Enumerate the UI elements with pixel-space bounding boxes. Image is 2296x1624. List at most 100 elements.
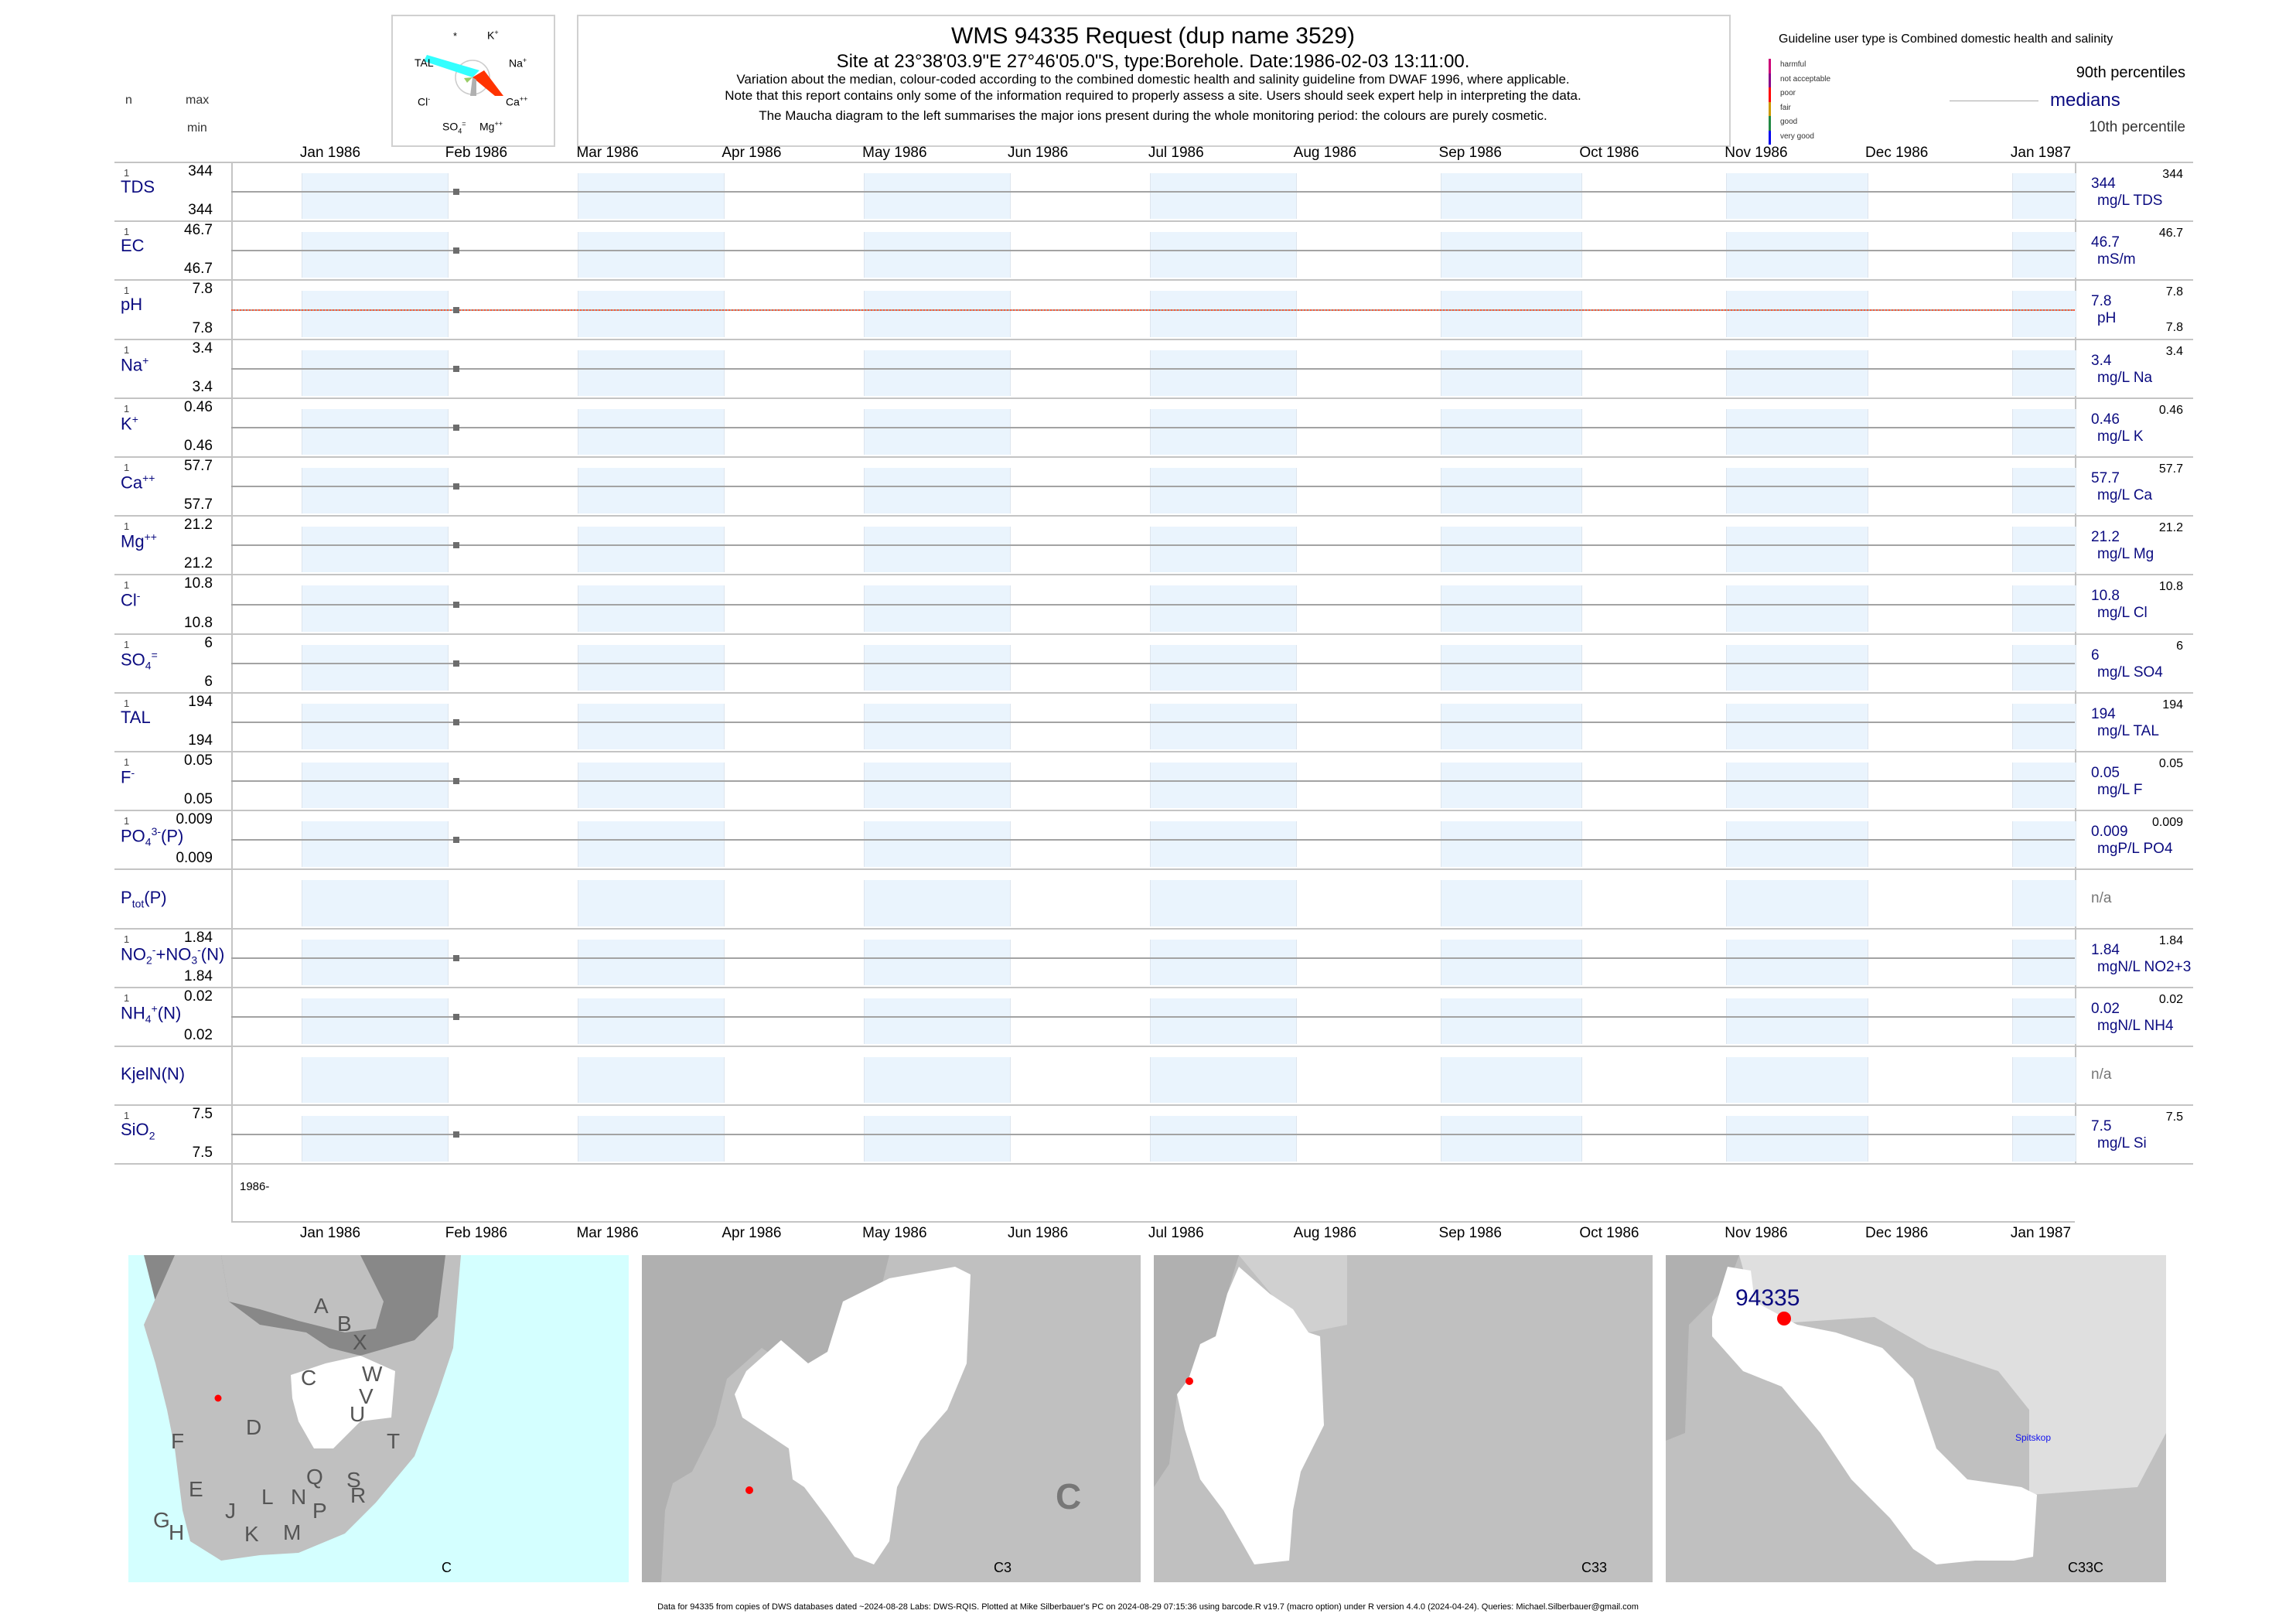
max-value: 46.7 xyxy=(184,222,213,239)
min-value: 7.8 xyxy=(192,319,213,336)
data-point xyxy=(452,424,459,431)
map1-label: C xyxy=(442,1560,452,1575)
month-band xyxy=(1149,585,1297,632)
month-band xyxy=(1726,232,1869,278)
month-band xyxy=(864,350,1011,396)
median-line xyxy=(231,780,2075,783)
data-point xyxy=(452,954,459,961)
maucha-diagram: * K+ TAL Na+ Cl- Ca++ SO4= Mg++ xyxy=(391,15,555,147)
plot-bottom-border xyxy=(231,1221,2075,1223)
parameter-label-part: (P) xyxy=(161,826,184,846)
data-point xyxy=(452,306,459,313)
parameter-label-part: ++ xyxy=(144,531,157,544)
p90-value: 57.7 xyxy=(2158,462,2183,476)
median-line xyxy=(231,603,2075,606)
month-band xyxy=(301,998,449,1044)
max-value: 57.7 xyxy=(184,458,213,474)
unit-label: mg/L Ca xyxy=(2097,487,2153,503)
sample-count: 1 xyxy=(124,579,130,592)
drainage-region-letter: M xyxy=(283,1520,301,1544)
sample-count: 1 xyxy=(124,402,130,415)
map2-label: C3 xyxy=(994,1560,1012,1575)
median-value: 194 xyxy=(2091,705,2116,722)
median-value: 0.05 xyxy=(2091,765,2120,781)
month-band xyxy=(864,527,1011,573)
month-band xyxy=(1440,173,1583,220)
drainage-region-letter: S xyxy=(346,1468,361,1492)
max-value: 7.5 xyxy=(192,1106,213,1123)
drainage-region-letter: D xyxy=(246,1415,261,1439)
median-line xyxy=(231,544,2075,547)
month-band xyxy=(1440,998,1583,1044)
month-band xyxy=(1440,703,1583,749)
parameter-label: NH4+(N) xyxy=(121,1002,181,1025)
month-band xyxy=(301,173,449,220)
parameter-label-part: (N) xyxy=(157,1003,182,1023)
legend-class-label: good xyxy=(1780,118,1798,126)
month-band xyxy=(2011,880,2076,926)
max-value: 344 xyxy=(188,163,213,179)
month-band xyxy=(1440,350,1583,396)
month-band xyxy=(1149,1057,1297,1104)
parameter-label-part: Ca xyxy=(121,473,143,493)
parameter-label-part: pH xyxy=(121,295,143,315)
month-band xyxy=(1726,703,1869,749)
month-band xyxy=(1440,644,1583,691)
row-separator xyxy=(114,397,2193,399)
site-marker xyxy=(214,1394,222,1402)
month-band xyxy=(864,291,1011,337)
month-band xyxy=(2011,703,2076,749)
maucha-so4-sector xyxy=(470,77,476,96)
month-band xyxy=(1149,468,1297,514)
unit-label: mg/L SO4 xyxy=(2097,664,2163,681)
month-band xyxy=(1726,408,1869,455)
parameter-label: TAL xyxy=(121,708,151,728)
median-value: 344 xyxy=(2091,176,2116,192)
sample-count: 1 xyxy=(124,991,130,1004)
parameter-label-part: SiO xyxy=(121,1120,149,1140)
map3-catchment-c33 xyxy=(1177,1267,1324,1564)
month-band xyxy=(1726,468,1869,514)
month-band xyxy=(864,1116,1011,1162)
drainage-region-letter: V xyxy=(359,1384,374,1408)
year-marker: 1986- xyxy=(240,1180,270,1194)
month-band xyxy=(864,585,1011,632)
month-band xyxy=(864,703,1011,749)
parameter-label: Cl- xyxy=(121,589,140,610)
median-line xyxy=(231,662,2075,664)
row-separator xyxy=(114,691,2193,694)
month-band xyxy=(1149,821,1297,868)
month-band xyxy=(1149,939,1297,985)
dam-label: Spitskop xyxy=(2015,1432,2051,1443)
row-separator xyxy=(114,338,2193,340)
month-band xyxy=(1149,703,1297,749)
data-point xyxy=(452,837,459,844)
x-tick-bottom: Nov 1986 xyxy=(1725,1225,1788,1241)
data-point xyxy=(452,247,459,254)
data-point xyxy=(452,1013,459,1020)
parameter-label-part: ++ xyxy=(142,472,155,484)
maucha-tal-sector xyxy=(424,55,479,77)
max-value: 194 xyxy=(188,693,213,710)
unit-label: mgN/L NH4 xyxy=(2097,1017,2174,1034)
map2-catchment-c3 xyxy=(735,1267,971,1564)
map2-region-letter: C xyxy=(1056,1476,1081,1517)
x-tick-bottom: Apr 1986 xyxy=(722,1225,782,1241)
month-band xyxy=(578,998,725,1044)
parameter-label: SO4= xyxy=(121,649,158,672)
parameter-label-part: K xyxy=(121,414,132,434)
maucha-label-tal: TAL xyxy=(415,56,434,69)
month-band xyxy=(1440,468,1583,514)
month-band xyxy=(864,408,1011,455)
p90-value: 46.7 xyxy=(2158,227,2183,241)
month-band xyxy=(1149,350,1297,396)
note-maucha: The Maucha diagram to the left summarise… xyxy=(759,108,1547,123)
unit-label: mg/L Mg xyxy=(2097,546,2154,563)
row-separator xyxy=(114,1104,2193,1107)
month-band xyxy=(578,232,725,278)
month-band xyxy=(2011,1116,2076,1162)
month-band xyxy=(2011,350,2076,396)
parameter-label-part: (N) xyxy=(200,943,225,964)
month-band xyxy=(301,527,449,573)
parameter-label-part: 4 xyxy=(145,835,152,848)
